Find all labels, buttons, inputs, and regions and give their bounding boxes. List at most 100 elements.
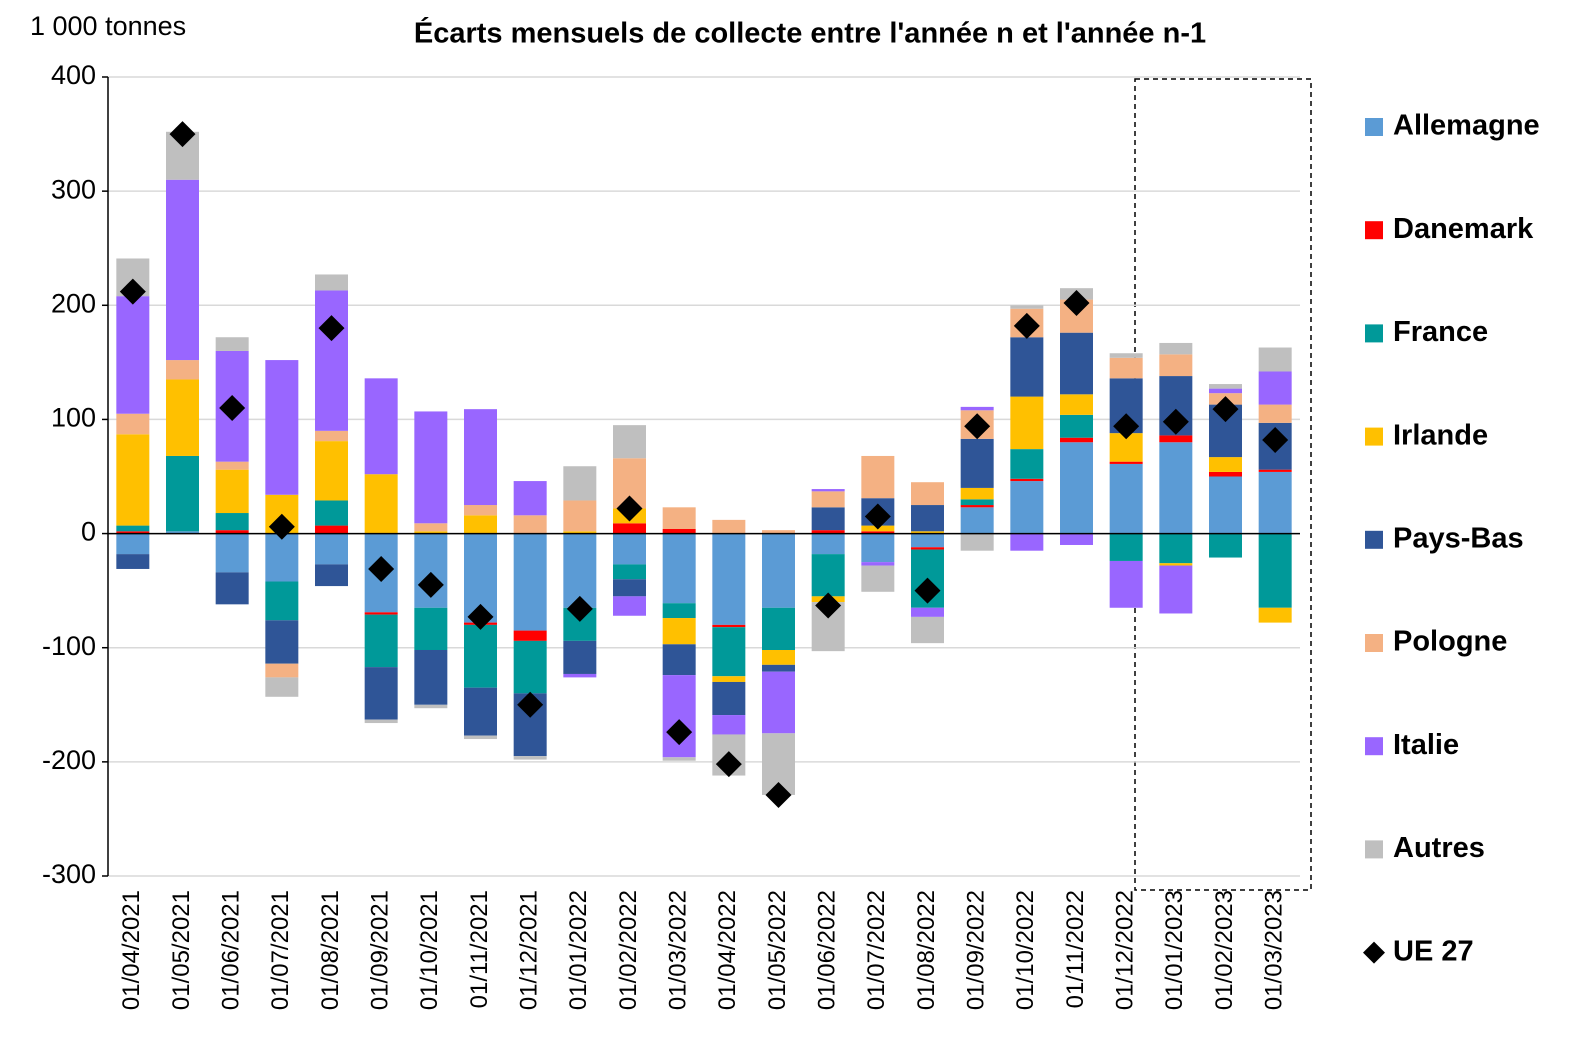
x-tick-label: 01/04/2021 — [118, 890, 145, 1010]
bar-segment — [861, 533, 895, 563]
legend-marker — [1363, 941, 1385, 964]
y-tick-label: -200 — [42, 745, 96, 775]
bar-segment — [265, 663, 299, 678]
bar-segment — [1209, 471, 1242, 477]
bar-segment — [1159, 342, 1193, 355]
bar-segment — [315, 533, 348, 565]
bar-segment — [1209, 457, 1242, 472]
y-tick-label: 200 — [51, 288, 96, 318]
bar-segment — [414, 649, 448, 705]
bar-segment — [166, 531, 199, 534]
bar-segment — [613, 564, 646, 580]
bar-segment — [911, 482, 944, 506]
bar-segment — [662, 533, 696, 604]
bar-segment — [861, 455, 895, 499]
marker — [1212, 396, 1239, 423]
legend-swatch — [1365, 840, 1383, 859]
x-tick-label: 01/08/2022 — [913, 890, 940, 1010]
bar-segment — [811, 554, 845, 597]
bar-segment — [166, 455, 199, 532]
bar-segment — [513, 640, 547, 694]
bar-segment — [1010, 396, 1044, 450]
legend-swatch — [1365, 118, 1383, 136]
x-tick-label: 01/10/2022 — [1012, 890, 1039, 1010]
bar-segment — [1258, 347, 1292, 372]
x-tick-label: 01/02/2023 — [1211, 890, 1238, 1010]
bar-segment — [215, 533, 249, 573]
x-tick-label: 01/03/2023 — [1261, 890, 1288, 1010]
bar-segment — [513, 756, 547, 760]
x-tick-label: 01/02/2022 — [615, 890, 642, 1010]
bar-segment — [861, 531, 895, 534]
legend-label: Autres — [1393, 832, 1485, 864]
bar-segment — [513, 481, 547, 516]
bar-segment — [1258, 471, 1292, 534]
y-tick-label: 400 — [51, 60, 96, 90]
marker — [815, 592, 842, 619]
bar-segment — [811, 507, 845, 531]
bar-segment — [265, 581, 299, 621]
bar-segment — [513, 630, 547, 641]
marker — [1113, 413, 1140, 440]
bar-segment — [464, 515, 497, 534]
bar-segment — [1010, 305, 1044, 309]
bar-segment — [712, 627, 746, 677]
bar-segment — [662, 644, 696, 676]
bar-segment — [1209, 476, 1242, 534]
bar-segment — [911, 607, 944, 617]
legend-label: Allemagne — [1393, 110, 1540, 142]
bar-segment — [166, 179, 199, 361]
bar-segment — [1060, 437, 1093, 443]
legend-label: Pays-Bas — [1393, 522, 1524, 554]
bar-segment — [563, 500, 597, 532]
bar-segment — [116, 296, 150, 414]
bar-segment — [1109, 353, 1143, 358]
x-tick-label: 01/07/2021 — [267, 890, 294, 1010]
bar-segment — [315, 500, 348, 526]
bar-segment — [811, 530, 845, 534]
legend-swatch — [1365, 324, 1383, 343]
bar-segment — [811, 533, 845, 555]
chart-title: Écarts mensuels de collecte entre l'anné… — [414, 16, 1206, 50]
bar-segment — [613, 533, 646, 565]
bar-segment — [662, 618, 696, 645]
bar-segment — [762, 664, 795, 672]
bar-segment — [662, 529, 696, 534]
bar-segment — [613, 523, 646, 534]
bar-segment — [662, 757, 696, 761]
bar-segment — [265, 360, 299, 495]
bar-segment — [1060, 442, 1093, 534]
bar-segment — [712, 519, 746, 534]
bar-segment — [364, 378, 398, 475]
bar-segment — [315, 430, 348, 442]
marker — [1262, 426, 1289, 453]
bar-segment — [464, 687, 497, 736]
y-tick-label: 300 — [51, 174, 96, 204]
bar-segment — [464, 505, 497, 516]
bar-segment — [1060, 332, 1093, 395]
bar-segment — [414, 523, 448, 532]
bar-segment — [1109, 461, 1143, 464]
marker — [219, 395, 246, 422]
marker — [765, 781, 792, 808]
bar-segment — [712, 676, 746, 682]
bar-segment — [662, 507, 696, 530]
bar-segment — [1258, 404, 1292, 423]
bar-segment — [1010, 449, 1044, 479]
bar-segment — [861, 565, 895, 592]
bar-segment — [563, 466, 597, 501]
marker — [914, 577, 941, 604]
marker — [864, 503, 891, 530]
bar-segment — [513, 515, 547, 534]
bar-segment — [1109, 357, 1143, 379]
bar-segment — [116, 525, 150, 532]
bar-segment — [265, 677, 299, 697]
bar-segment — [613, 596, 646, 616]
y-tick-label: -300 — [42, 859, 96, 889]
marker — [1013, 312, 1040, 339]
x-tick-label: 01/01/2023 — [1161, 890, 1188, 1010]
x-tick-label: 01/03/2022 — [665, 890, 692, 1010]
bar-segment — [215, 530, 249, 534]
bar-segment — [1209, 533, 1242, 558]
x-tick-label: 01/05/2022 — [764, 890, 791, 1010]
